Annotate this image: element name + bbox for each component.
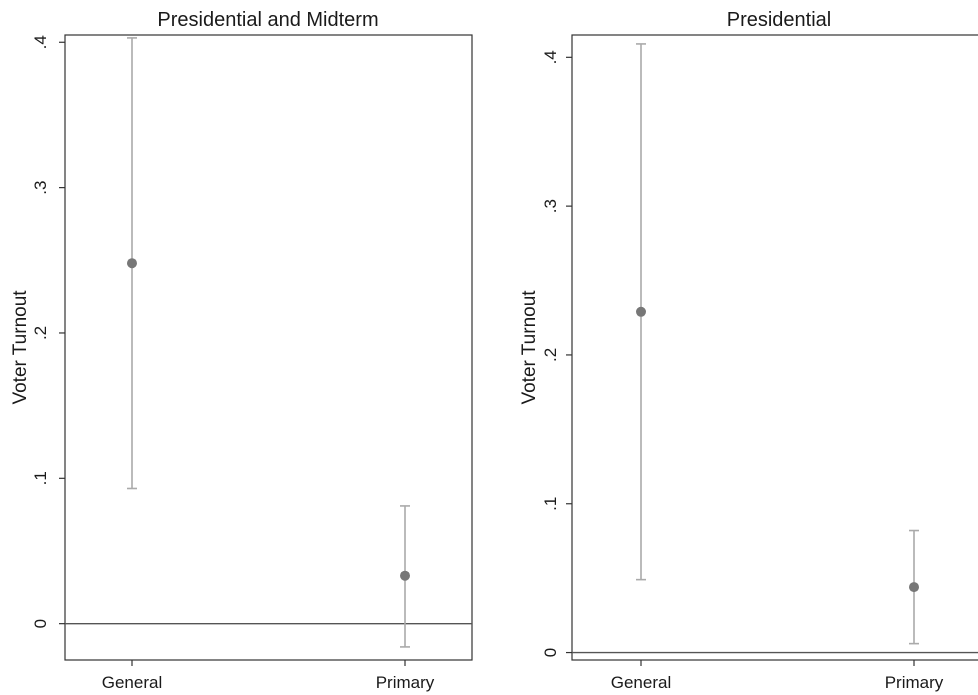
y-tick-label: 0 xyxy=(31,619,50,628)
panel-title: Presidential xyxy=(727,9,832,31)
x-category-label: General xyxy=(611,673,671,692)
y-tick-label: .3 xyxy=(541,199,560,213)
y-axis-label: Voter Turnout xyxy=(519,290,540,405)
point-estimate xyxy=(636,306,646,317)
panel-1: Presidential and Midterm Voter Turnout 0 .1… xyxy=(10,9,473,692)
y-tick-label: .4 xyxy=(31,35,50,49)
y-axis-label: Voter Turnout xyxy=(10,290,31,405)
point-estimate xyxy=(127,258,137,269)
y-tick-label: .3 xyxy=(31,181,50,195)
point-estimate xyxy=(909,582,919,593)
x-category-label: General xyxy=(102,673,162,692)
y-tick-label: .4 xyxy=(541,50,560,64)
y-tick-label: .1 xyxy=(31,471,50,485)
plot-frame xyxy=(571,34,978,661)
y-tick-label: .2 xyxy=(541,348,560,362)
point-estimate xyxy=(400,570,410,581)
y-tick-label: .2 xyxy=(31,326,50,340)
panel-title: Presidential and Midterm xyxy=(157,9,378,31)
x-category-label: Primary xyxy=(885,673,944,692)
plot-frame xyxy=(64,34,473,661)
y-tick-label: .1 xyxy=(541,497,560,511)
panel-2: Presidential Voter Turnout 0 .1 .2 .3 .4 Genera… xyxy=(519,9,978,692)
x-category-label: Primary xyxy=(376,673,435,692)
y-tick-label: 0 xyxy=(541,648,560,657)
